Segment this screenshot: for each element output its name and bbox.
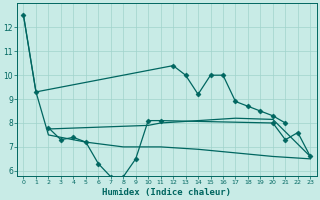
X-axis label: Humidex (Indice chaleur): Humidex (Indice chaleur) [102, 188, 231, 197]
